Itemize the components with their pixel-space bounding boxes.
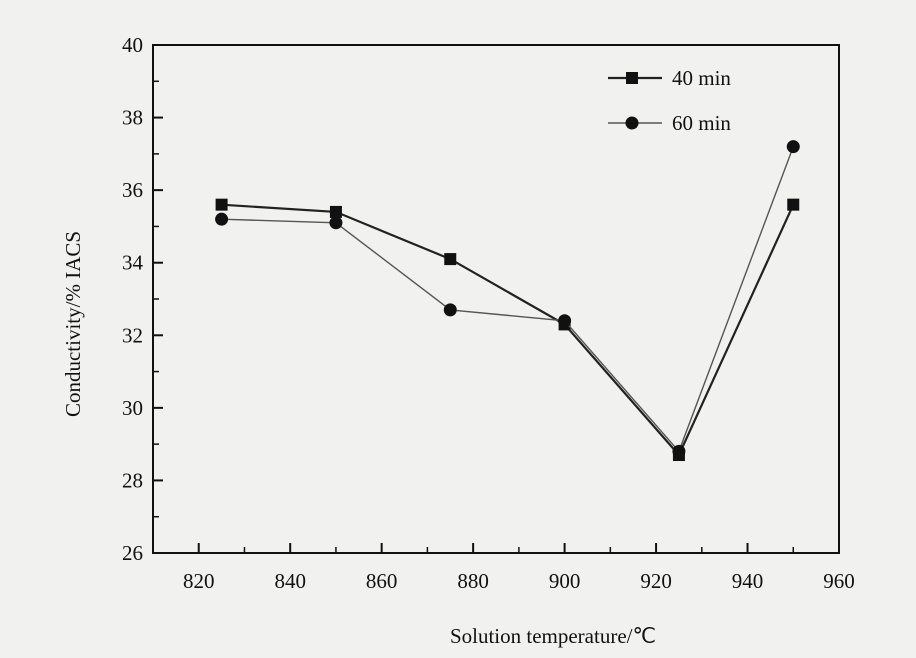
data-point (215, 198, 228, 211)
x-tick-label: 840 (274, 569, 306, 593)
y-tick-label: 38 (122, 106, 143, 130)
y-tick-label: 34 (122, 251, 144, 275)
x-tick-label: 900 (549, 569, 581, 593)
legend: 40 min 60 min (608, 66, 731, 135)
data-point (786, 140, 800, 154)
data-point (558, 314, 572, 328)
x-tick-label: 960 (823, 569, 855, 593)
series-layer (215, 140, 800, 462)
y-axis-label: Conductivity/% IACS (61, 231, 85, 417)
data-point (444, 253, 457, 266)
y-tick-label: 40 (122, 33, 143, 57)
x-tick-label: 860 (366, 569, 398, 593)
y-axis: 26 28 30 32 34 36 38 40 (122, 33, 163, 565)
data-point (329, 216, 343, 230)
series-2 (215, 140, 800, 458)
data-point (443, 303, 457, 317)
y-tick-label: 32 (122, 323, 143, 347)
y-tick-label: 30 (122, 396, 143, 420)
x-axis: 820 840 860 880 900 920 940 960 (183, 543, 855, 593)
data-point (672, 444, 686, 458)
legend-marker (626, 72, 638, 84)
x-axis-label: Solution temperature/℃ (450, 624, 656, 648)
legend-label: 60 min (672, 111, 731, 135)
y-tick-label: 28 (122, 468, 143, 492)
series-line (221, 203, 795, 458)
data-point (787, 198, 800, 211)
legend-label: 40 min (672, 66, 731, 90)
series-line (221, 146, 794, 453)
x-tick-label: 940 (732, 569, 764, 593)
y-tick-label: 26 (122, 541, 143, 565)
x-tick-label: 880 (457, 569, 489, 593)
y-tick-label: 36 (122, 178, 143, 202)
x-tick-label: 820 (183, 569, 215, 593)
data-point (329, 205, 342, 218)
legend-marker (625, 116, 639, 130)
plot-area: 26 28 30 32 34 36 38 40 820 840 860 880 900 920 940 96… (122, 33, 855, 593)
data-point (215, 212, 229, 226)
series-1 (215, 198, 800, 462)
x-tick-label: 920 (640, 569, 672, 593)
